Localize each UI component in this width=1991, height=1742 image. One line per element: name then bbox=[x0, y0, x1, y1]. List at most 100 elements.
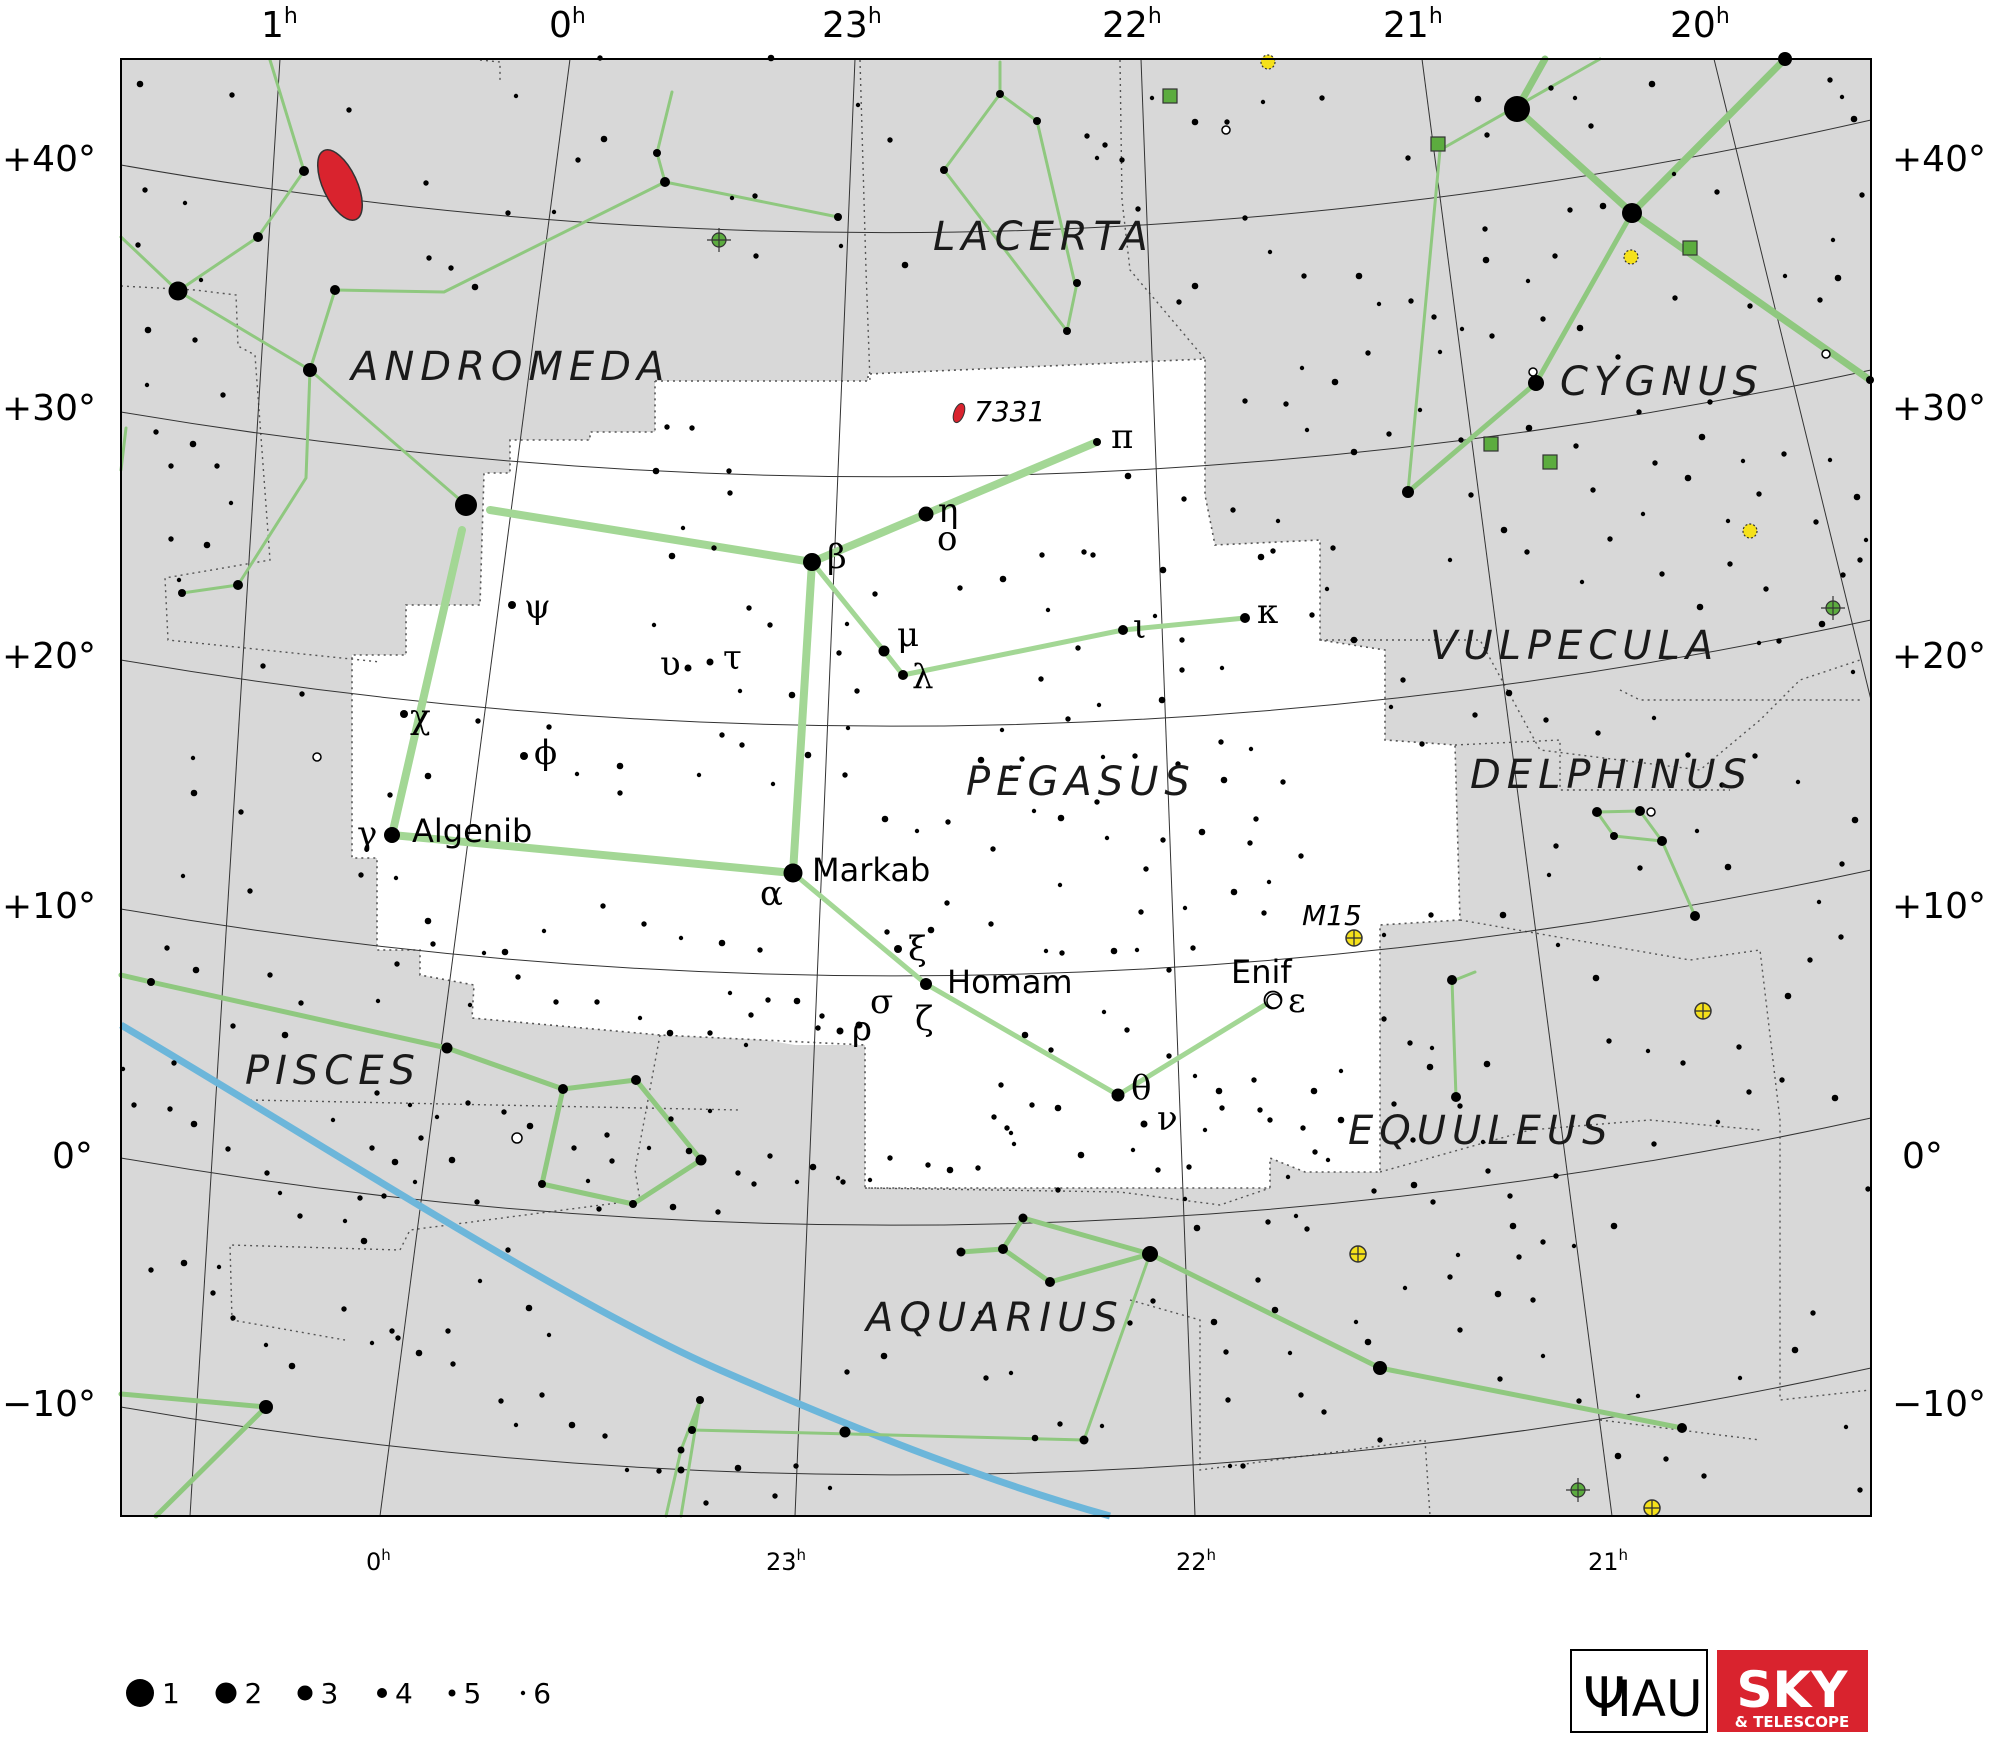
faint-star bbox=[1816, 899, 1822, 905]
faint-star bbox=[131, 1102, 137, 1108]
faint-star bbox=[1198, 828, 1206, 836]
faint-star bbox=[1181, 496, 1187, 502]
star bbox=[299, 166, 309, 176]
faint-star bbox=[752, 193, 758, 199]
faint-star bbox=[1175, 761, 1181, 767]
faint-star bbox=[1377, 1437, 1383, 1443]
faint-star bbox=[1065, 716, 1071, 722]
faint-star bbox=[1659, 571, 1665, 577]
faint-star bbox=[168, 463, 174, 469]
star bbox=[1690, 911, 1700, 921]
faint-star bbox=[1407, 1040, 1413, 1046]
faint-star bbox=[1737, 1375, 1743, 1381]
faint-star bbox=[1166, 967, 1172, 973]
equuleus-figure-line bbox=[1453, 970, 1477, 982]
faint-star bbox=[501, 948, 509, 956]
faint-star bbox=[1525, 424, 1533, 432]
faint-star bbox=[1130, 1147, 1136, 1153]
star-label-epsilon: ε bbox=[1288, 981, 1306, 1021]
faint-star bbox=[1685, 752, 1691, 758]
right-ascension-line bbox=[379, 58, 571, 1517]
faint-star bbox=[1223, 1349, 1229, 1355]
faint-star bbox=[412, 1179, 418, 1185]
star bbox=[1073, 279, 1081, 287]
andromeda-figure-line bbox=[308, 90, 674, 372]
faint-star bbox=[1437, 349, 1443, 355]
faint-star bbox=[809, 1163, 817, 1171]
star bbox=[998, 1244, 1008, 1254]
faint-star bbox=[734, 1464, 742, 1472]
constellation-name-vulpecula: VULPECULA bbox=[1430, 623, 1719, 669]
faint-star bbox=[1648, 80, 1656, 88]
faint-star bbox=[945, 819, 951, 825]
dec-label-left: +10° bbox=[2, 886, 96, 927]
faint-star bbox=[887, 1155, 893, 1161]
aquarius-figure-line bbox=[958, 1215, 1153, 1285]
faint-star bbox=[1039, 552, 1045, 558]
star bbox=[918, 506, 934, 522]
faint-star bbox=[1507, 1193, 1513, 1199]
faint-star bbox=[975, 1165, 981, 1171]
legend-magnitude-label: 4 bbox=[395, 1677, 413, 1710]
faint-star bbox=[575, 157, 581, 163]
faint-star bbox=[418, 1135, 424, 1141]
m15-label: M15 bbox=[1302, 899, 1362, 932]
faint-star bbox=[1839, 94, 1845, 100]
faint-star bbox=[925, 1162, 931, 1168]
star bbox=[508, 601, 516, 609]
constellation-name-delphinus: DELPHINUS bbox=[1470, 752, 1753, 798]
faint-star bbox=[1595, 730, 1601, 736]
faint-star bbox=[1543, 717, 1549, 723]
faint-star bbox=[1431, 314, 1437, 320]
iau-logo: Ψ IAU bbox=[1570, 1649, 1708, 1733]
pegasus-boundary-region bbox=[352, 359, 1460, 1188]
faint-star bbox=[999, 575, 1007, 583]
faint-star bbox=[872, 591, 878, 597]
legend-star-dot bbox=[215, 1682, 237, 1704]
faint-star bbox=[1225, 1397, 1231, 1403]
faint-star bbox=[1265, 1219, 1271, 1225]
faint-star bbox=[1857, 1487, 1863, 1493]
faint-star bbox=[1555, 942, 1561, 948]
declination-line bbox=[120, 369, 1872, 478]
faint-star bbox=[203, 541, 211, 549]
legend-star-dot bbox=[520, 1690, 526, 1696]
star bbox=[1240, 613, 1250, 623]
star bbox=[996, 90, 1004, 98]
star bbox=[1635, 806, 1645, 816]
faint-star bbox=[748, 1012, 754, 1018]
star bbox=[520, 752, 528, 760]
faint-star bbox=[230, 1315, 236, 1321]
legend-star-dot bbox=[297, 1685, 313, 1701]
ra-label-bottom: 21h bbox=[1588, 1546, 1628, 1576]
faint-star bbox=[1355, 272, 1363, 280]
faint-star bbox=[946, 1166, 954, 1174]
ngc7331-galaxy-icon bbox=[952, 402, 966, 424]
right-ascension-line bbox=[189, 58, 281, 1517]
faint-star bbox=[168, 536, 174, 542]
star bbox=[178, 589, 186, 597]
faint-star bbox=[711, 545, 717, 551]
faint-star bbox=[609, 1158, 615, 1164]
faint-star bbox=[988, 921, 994, 927]
faint-star bbox=[369, 1340, 375, 1346]
star bbox=[1094, 439, 1100, 445]
coordinate-grid bbox=[120, 58, 1872, 1517]
faint-star bbox=[1680, 1060, 1686, 1066]
faint-star bbox=[229, 92, 235, 98]
faint-star bbox=[1124, 1027, 1130, 1033]
star bbox=[538, 1180, 546, 1188]
star bbox=[855, 1021, 863, 1029]
faint-star bbox=[164, 945, 170, 951]
faint-star bbox=[1830, 237, 1836, 243]
star bbox=[783, 863, 803, 883]
faint-star bbox=[546, 1332, 552, 1338]
faint-star bbox=[1500, 526, 1508, 534]
faint-star bbox=[944, 900, 950, 906]
faint-star bbox=[772, 1493, 778, 1499]
faint-star bbox=[1640, 511, 1646, 517]
faint-star bbox=[998, 1082, 1004, 1088]
faint-star bbox=[1524, 549, 1530, 555]
faint-star bbox=[1054, 1104, 1062, 1112]
ra-label-bottom: 0h bbox=[366, 1546, 391, 1576]
